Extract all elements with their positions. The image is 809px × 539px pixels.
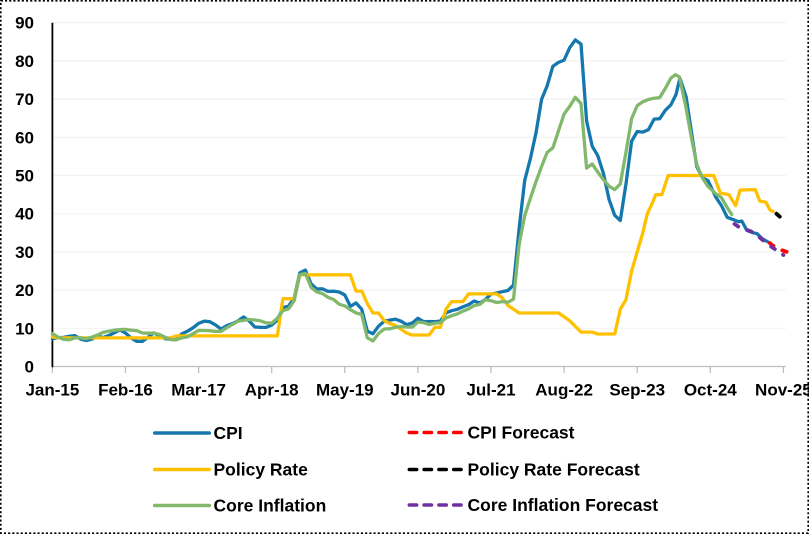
svg-text:Core Inflation: Core Inflation	[214, 496, 327, 516]
svg-text:0: 0	[25, 358, 34, 377]
svg-text:Jul-21: Jul-21	[466, 381, 515, 400]
svg-text:Policy Rate: Policy Rate	[214, 460, 309, 480]
svg-text:Feb-16: Feb-16	[98, 381, 153, 400]
svg-text:Policy Rate Forecast: Policy Rate Forecast	[468, 460, 640, 480]
svg-text:30: 30	[15, 243, 34, 262]
svg-text:Mar-17: Mar-17	[171, 381, 226, 400]
svg-text:50: 50	[15, 167, 34, 186]
svg-text:Apr-18: Apr-18	[245, 381, 299, 400]
svg-text:CPI Forecast: CPI Forecast	[468, 423, 575, 443]
svg-text:Nov-25: Nov-25	[755, 381, 809, 400]
svg-text:40: 40	[15, 205, 34, 224]
svg-text:60: 60	[15, 128, 34, 147]
svg-text:Jun-20: Jun-20	[391, 381, 446, 400]
svg-text:CPI: CPI	[214, 423, 243, 443]
svg-text:10: 10	[15, 319, 34, 338]
svg-text:20: 20	[15, 281, 34, 300]
svg-text:70: 70	[15, 90, 34, 109]
svg-text:Core Inflation Forecast: Core Inflation Forecast	[468, 495, 659, 515]
svg-text:Jan-15: Jan-15	[25, 381, 79, 400]
svg-text:Aug-22: Aug-22	[535, 381, 593, 400]
svg-text:90: 90	[15, 14, 34, 33]
svg-text:Oct-24: Oct-24	[684, 381, 737, 400]
svg-text:May-19: May-19	[316, 381, 374, 400]
svg-text:80: 80	[15, 52, 34, 71]
svg-text:Sep-23: Sep-23	[609, 381, 665, 400]
